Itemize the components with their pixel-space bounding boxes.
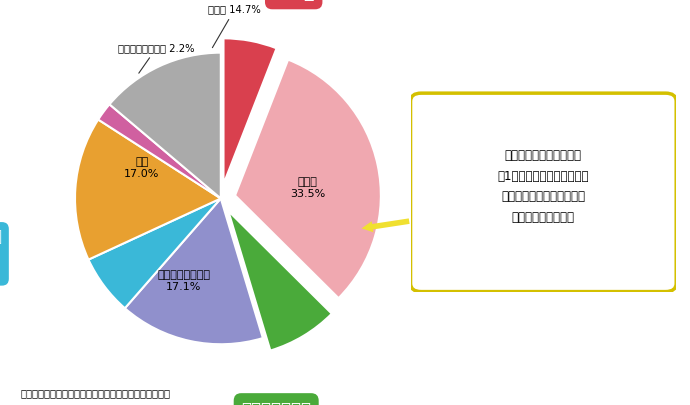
Text: 生ごみ
33.5%: 生ごみ 33.5% bbox=[290, 177, 325, 198]
Wedge shape bbox=[75, 119, 221, 260]
FancyBboxPatch shape bbox=[411, 93, 676, 292]
Wedge shape bbox=[88, 198, 221, 308]
Text: 木類
17.0%: 木類 17.0% bbox=[124, 157, 159, 179]
Text: 食品ロス
6.3％: 食品ロス 6.3％ bbox=[272, 0, 315, 2]
Text: その他 14.7%: その他 14.7% bbox=[208, 4, 261, 48]
Wedge shape bbox=[98, 104, 221, 198]
Text: 資源化できる布類 2.2%: 資源化できる布類 2.2% bbox=[119, 43, 195, 73]
Text: 資源化できる紙
8.4％: 資源化できる紙 8.4％ bbox=[241, 401, 311, 405]
Wedge shape bbox=[228, 211, 332, 351]
Text: 家庭系焼却ごみの内訳（令和４年度組成分析調査より）: 家庭系焼却ごみの内訳（令和４年度組成分析調査より） bbox=[21, 388, 170, 398]
Text: 資源化できない紙
17.1%: 資源化できない紙 17.1% bbox=[157, 270, 210, 292]
Text: プラスチック製
容器包装
7.1％: プラスチック製 容器包装 7.1％ bbox=[0, 229, 2, 279]
Wedge shape bbox=[125, 198, 263, 344]
Wedge shape bbox=[235, 60, 381, 298]
Wedge shape bbox=[110, 53, 221, 198]
Text: 家庭系焼却ごみのうち，
約1割が賞味・消費期限切れ
などにより捨てられた食品
（食品ロス）です！: 家庭系焼却ごみのうち， 約1割が賞味・消費期限切れ などにより捨てられた食品 （… bbox=[497, 149, 589, 224]
Wedge shape bbox=[224, 38, 277, 184]
